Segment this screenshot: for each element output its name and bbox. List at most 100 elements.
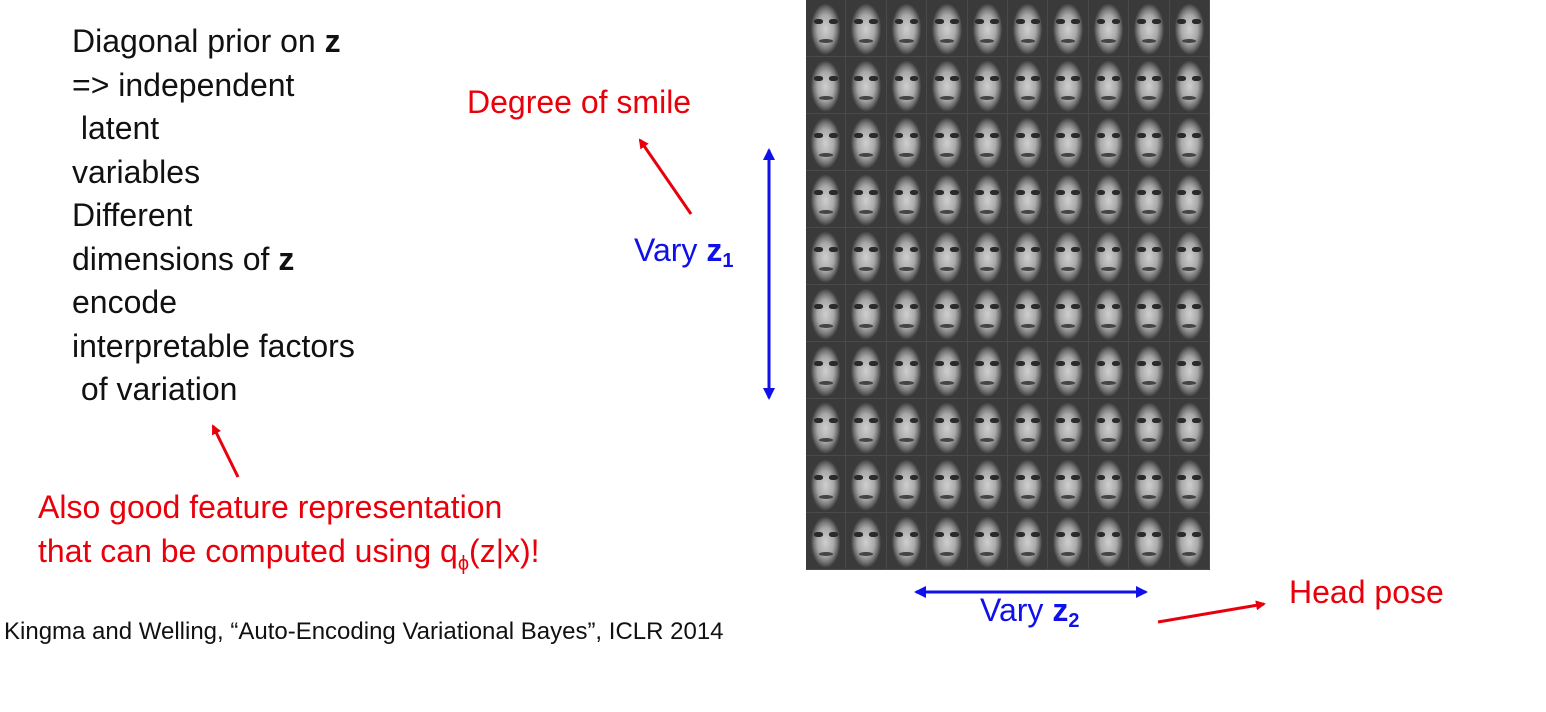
mouth: [899, 438, 914, 443]
mouth: [980, 39, 995, 44]
face-sample: [846, 342, 887, 399]
face-sample: [886, 285, 928, 342]
bullet-line-6: dimensions of z: [72, 240, 295, 277]
mouth: [1020, 96, 1035, 101]
face-sample: [1008, 171, 1049, 228]
mouth: [939, 96, 954, 101]
mouth: [899, 96, 914, 101]
face-sample: [927, 285, 968, 342]
face-sample: [1008, 0, 1049, 57]
face-sample: [1048, 342, 1089, 399]
mouth: [1020, 153, 1035, 158]
mouth: [818, 96, 833, 101]
mouth: [899, 552, 914, 557]
face-sample: [806, 513, 847, 570]
face-sample: [846, 0, 887, 57]
mouth: [939, 324, 954, 329]
face-sample: [927, 513, 968, 570]
mouth: [859, 381, 874, 386]
mouth: [1020, 324, 1035, 329]
face-sample: [886, 342, 928, 399]
face-sample: [1088, 57, 1130, 114]
mouth: [1061, 267, 1076, 272]
face-sample: [886, 399, 928, 456]
mouth: [1020, 210, 1035, 215]
face-sample: [1048, 171, 1089, 228]
face-sample: [1169, 456, 1210, 513]
face-sample: [846, 399, 887, 456]
face-sample: [1048, 57, 1089, 114]
mouth: [1101, 267, 1116, 272]
mouth: [1101, 153, 1116, 158]
face-sample: [1169, 285, 1210, 342]
face-sample: [886, 57, 928, 114]
face-sample: [967, 114, 1008, 171]
mouth: [939, 495, 954, 500]
mouth: [859, 210, 874, 215]
face-sample: [846, 456, 887, 513]
face-sample: [967, 57, 1008, 114]
face-sample: [967, 342, 1008, 399]
mouth: [1061, 552, 1076, 557]
face-sample: [1008, 513, 1049, 570]
mouth: [1020, 495, 1035, 500]
mouth: [859, 438, 874, 443]
face-sample: [1169, 513, 1210, 570]
face-sample: [1008, 114, 1049, 171]
face-sample: [927, 456, 968, 513]
face-sample: [886, 171, 928, 228]
face-sample: [1088, 228, 1130, 285]
face-sample: [846, 513, 887, 570]
mouth: [939, 267, 954, 272]
face-sample: [1048, 0, 1089, 57]
face-sample: [967, 228, 1008, 285]
mouth: [980, 267, 995, 272]
bullet-text: Diagonal prior on z => independent laten…: [72, 20, 355, 412]
mouth: [1182, 210, 1197, 215]
mouth: [1101, 552, 1116, 557]
mouth: [1182, 96, 1197, 101]
mouth: [818, 381, 833, 386]
mouth: [939, 153, 954, 158]
mouth: [1061, 381, 1076, 386]
face-sample: [967, 456, 1008, 513]
mouth: [1141, 267, 1156, 272]
bullet-line-2: => independent: [72, 66, 295, 103]
mouth: [1182, 495, 1197, 500]
face-sample: [1008, 399, 1049, 456]
mouth: [1182, 153, 1197, 158]
face-sample: [886, 114, 928, 171]
mouth: [1182, 267, 1197, 272]
mouth: [1141, 324, 1156, 329]
face-sample: [806, 456, 847, 513]
face-sample: [1169, 57, 1210, 114]
face-sample: [1088, 513, 1130, 570]
face-sample: [1129, 114, 1170, 171]
mouth: [1101, 324, 1116, 329]
mouth: [1061, 495, 1076, 500]
mouth: [899, 381, 914, 386]
mouth: [1020, 552, 1035, 557]
mouth: [980, 438, 995, 443]
face-sample: [1048, 285, 1089, 342]
face-sample: [846, 171, 887, 228]
mouth: [1101, 96, 1116, 101]
face-sample: [1169, 228, 1210, 285]
mouth: [1101, 39, 1116, 44]
face-sample: [927, 228, 968, 285]
face-sample: [927, 114, 968, 171]
face-sample: [967, 513, 1008, 570]
mouth: [818, 267, 833, 272]
mouth: [818, 153, 833, 158]
face-sample: [806, 0, 847, 57]
mouth: [980, 210, 995, 215]
mouth: [1061, 210, 1076, 215]
mouth: [1141, 552, 1156, 557]
smile-arrow: [638, 138, 693, 215]
bullet-line-7: encode: [72, 284, 177, 320]
face-sample: [806, 399, 847, 456]
face-sample: [1129, 285, 1170, 342]
mouth: [1061, 324, 1076, 329]
bullet-line-8: interpretable factors: [72, 327, 355, 364]
face-sample: [1129, 342, 1170, 399]
